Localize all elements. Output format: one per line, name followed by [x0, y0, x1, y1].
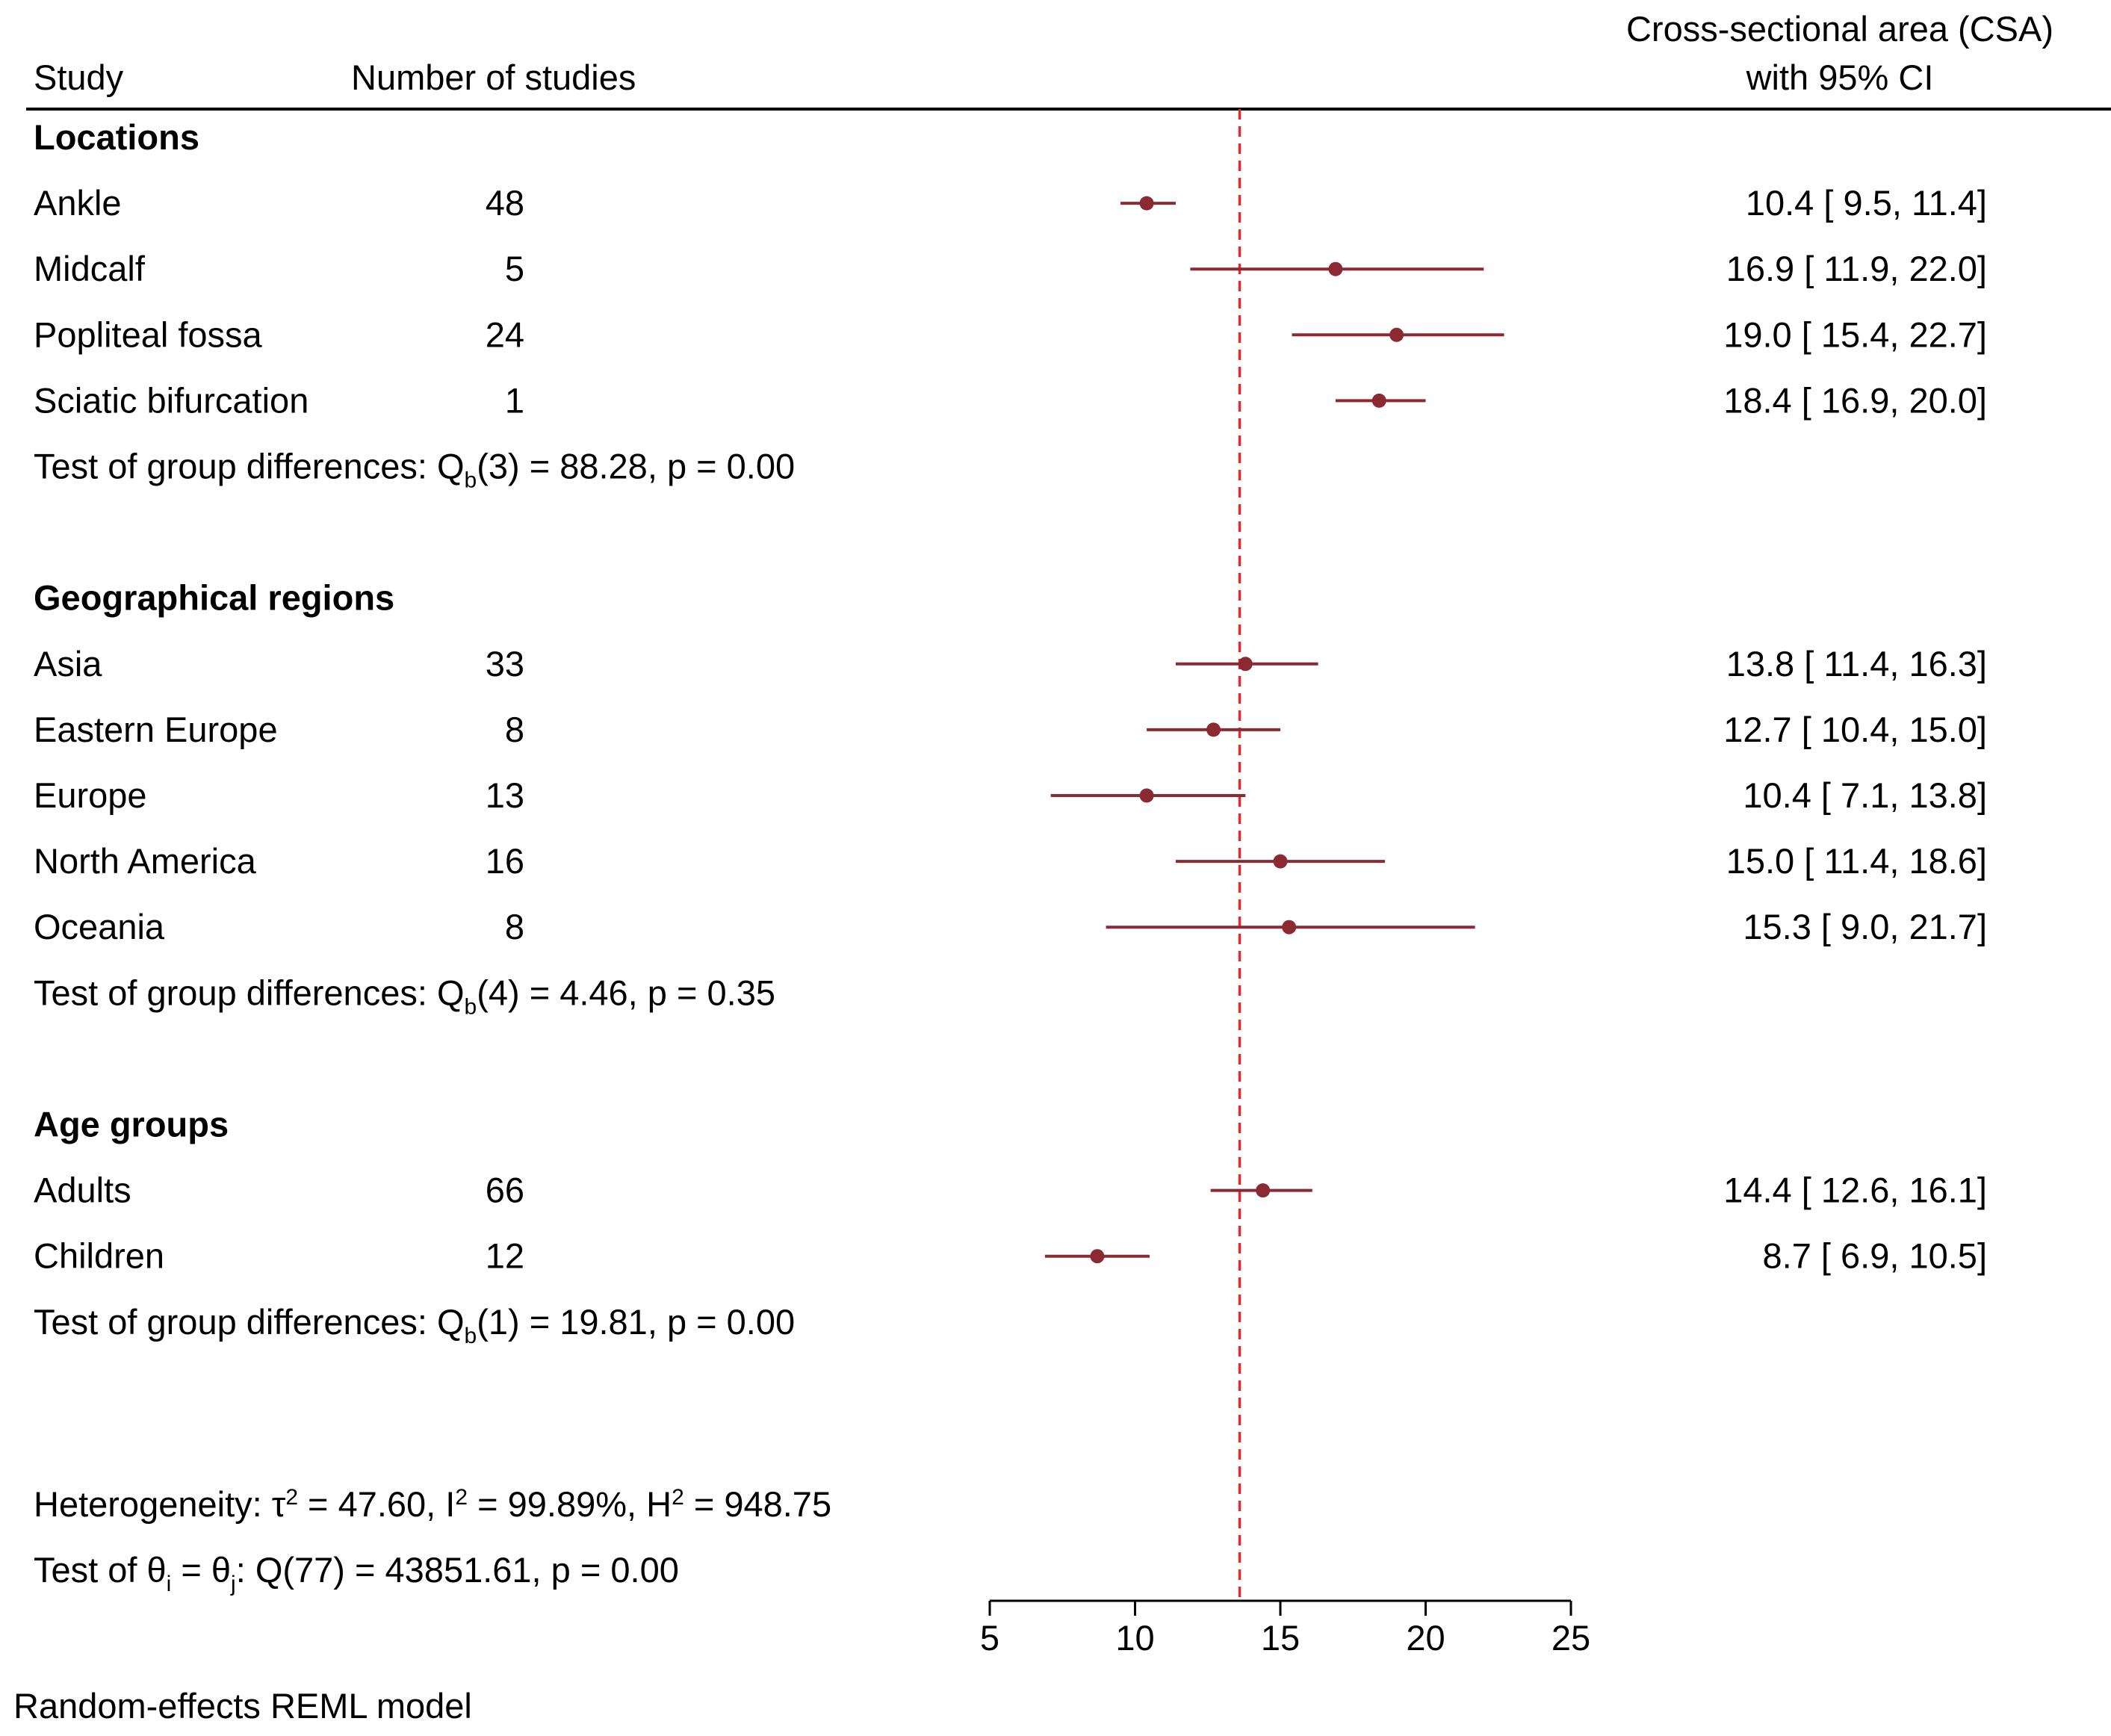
group-header: Geographical regions — [34, 578, 394, 618]
heterogeneity-text: Heterogeneity: τ2 = 47.60, I2 = 99.89%, … — [34, 1484, 831, 1524]
row-label: Eastern Europe — [34, 710, 278, 749]
x-tick-label: 10 — [1115, 1618, 1154, 1658]
footnote: Random-effects REML model — [13, 1686, 472, 1726]
row-ci-text: 10.4 [ 7.1, 13.8] — [1743, 775, 1987, 815]
row-label: Popliteal fossa — [34, 314, 263, 354]
group-test-text: Test of group differences: Qb(1) = 19.81… — [34, 1302, 795, 1348]
row-ci-text: 10.4 [ 9.5, 11.4] — [1746, 183, 1987, 223]
x-tick-label: 15 — [1261, 1618, 1300, 1658]
x-tick-label: 25 — [1552, 1618, 1590, 1658]
row-ci-text: 15.0 [ 11.4, 18.6] — [1726, 841, 1987, 881]
header-number-of-studies: Number of studies — [351, 58, 636, 97]
estimate-point — [1090, 1249, 1105, 1264]
estimate-point — [1238, 657, 1253, 672]
x-tick-label: 5 — [980, 1618, 999, 1658]
estimate-point — [1371, 393, 1386, 408]
row-ci-text: 16.9 [ 11.9, 22.0] — [1726, 249, 1987, 288]
group-header: Age groups — [34, 1105, 229, 1144]
estimate-point — [1389, 327, 1404, 342]
x-axis: 5 10 15 20 25 — [980, 1599, 1590, 1658]
row-study-count: 33 — [486, 644, 524, 683]
header-effect-line1: Cross-sectional area (CSA) — [1626, 9, 2053, 49]
row-study-count: 48 — [486, 183, 524, 223]
estimate-point — [1206, 722, 1221, 737]
group-header: Locations — [34, 117, 199, 157]
row-study-count: 66 — [486, 1171, 524, 1210]
row-ci-text: 19.0 [ 15.4, 22.7] — [1723, 314, 1987, 354]
row-study-count: 12 — [486, 1236, 524, 1276]
row-label: Europe — [34, 775, 147, 815]
row-label: Adults — [34, 1171, 131, 1210]
row-study-count: 8 — [505, 710, 524, 749]
homogeneity-test-text: Test of θi = θj: Q(77) = 43851.61, p = 0… — [34, 1550, 679, 1596]
row-label: Oceania — [34, 907, 165, 946]
estimate-point — [1139, 788, 1154, 803]
group-test-text: Test of group differences: Qb(4) = 4.46,… — [34, 973, 775, 1019]
group-test-text: Test of group differences: Qb(3) = 88.28… — [34, 447, 795, 493]
row-study-count: 5 — [505, 249, 524, 288]
row-label: Ankle — [34, 183, 122, 223]
header-study: Study — [34, 58, 124, 97]
row-ci-text: 15.3 [ 9.0, 21.7] — [1743, 907, 1987, 946]
estimate-point — [1273, 854, 1288, 869]
header-effect-line2: with 95% CI — [1746, 58, 1934, 97]
row-study-count: 1 — [505, 380, 524, 420]
estimate-point — [1139, 196, 1154, 211]
row-label: Children — [34, 1236, 164, 1276]
row-label: Sciatic bifurcation — [34, 380, 309, 420]
estimate-point — [1328, 261, 1343, 276]
row-study-count: 16 — [486, 841, 524, 881]
plot-marks — [1044, 109, 1504, 1599]
row-study-count: 13 — [486, 775, 524, 815]
row-ci-text: 12.7 [ 10.4, 15.0] — [1723, 710, 1987, 749]
row-study-count: 8 — [505, 907, 524, 946]
estimate-point — [1256, 1183, 1271, 1198]
row-label: Asia — [34, 644, 102, 683]
row-ci-text: 8.7 [ 6.9, 10.5] — [1763, 1236, 1988, 1276]
row-label: North America — [34, 841, 257, 881]
x-tick-label: 20 — [1406, 1618, 1445, 1658]
table-rows: Locations Ankle 48 10.4 [ 9.5, 11.4] Midcalf… — [34, 117, 1987, 1348]
row-ci-text: 18.4 [ 16.9, 20.0] — [1723, 380, 1987, 420]
estimate-point — [1282, 920, 1297, 934]
row-ci-text: 14.4 [ 12.6, 16.1] — [1723, 1171, 1987, 1210]
row-label: Midcalf — [34, 249, 146, 288]
row-study-count: 24 — [486, 314, 524, 354]
row-ci-text: 13.8 [ 11.4, 16.3] — [1726, 644, 1987, 683]
